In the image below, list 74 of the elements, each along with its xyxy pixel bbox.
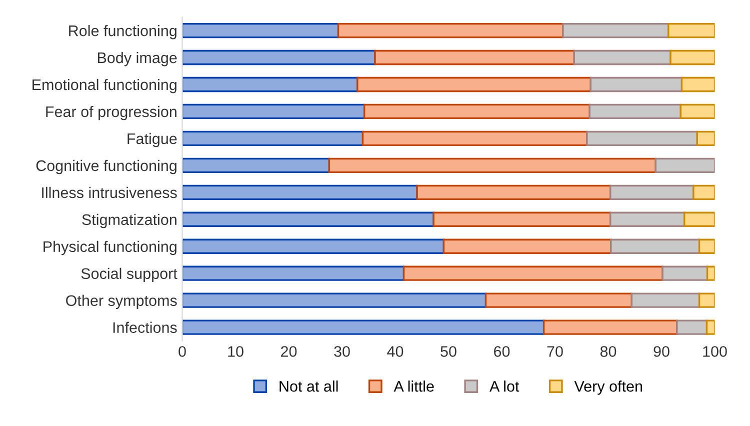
legend-label: Not at all <box>280 380 338 392</box>
bar <box>432 212 612 227</box>
x-tick-label: 40 <box>387 346 404 357</box>
bar <box>182 50 376 66</box>
bar <box>182 292 487 308</box>
bar <box>182 266 405 281</box>
bar <box>684 212 715 227</box>
bar <box>182 158 330 174</box>
y-tick-label: Other symptoms <box>66 294 177 310</box>
bar <box>364 104 590 120</box>
legend-label: Very often <box>574 380 642 395</box>
bar <box>696 130 715 146</box>
bar <box>706 320 715 335</box>
bar <box>374 50 576 66</box>
bar <box>662 266 708 281</box>
x-tick-label: 90 <box>654 346 670 357</box>
bar <box>680 76 715 92</box>
x-tick-label: 20 <box>281 346 297 357</box>
bar <box>542 320 678 335</box>
bar <box>182 130 364 146</box>
bar <box>573 50 672 66</box>
bar <box>706 266 715 281</box>
bar <box>402 266 664 281</box>
y-tick-label: Illness intrusiveness <box>42 186 177 198</box>
bar <box>698 292 715 308</box>
x-tick-label: 30 <box>334 346 350 357</box>
bar <box>442 238 612 254</box>
y-tick-label: Infections <box>113 322 177 333</box>
bar <box>610 212 686 227</box>
bar <box>182 104 366 120</box>
x-tick-label: 80 <box>600 346 616 357</box>
bar <box>182 320 545 335</box>
bar <box>680 104 715 120</box>
y-tick-label: Emotional functioning <box>32 78 176 94</box>
y-tick-label: Physical functioning <box>44 240 176 256</box>
x-tick-label: 60 <box>494 346 510 357</box>
bar <box>586 130 698 146</box>
x-tick-label: 0 <box>178 346 186 357</box>
bar <box>630 292 700 308</box>
x-tick-label: 70 <box>547 346 563 357</box>
bar <box>698 238 715 254</box>
x-tick-label: 10 <box>228 346 244 357</box>
y-tick-label: Social support <box>81 268 178 282</box>
bar <box>484 292 633 308</box>
bar <box>362 130 588 146</box>
x-tick-label: 100 <box>703 346 727 357</box>
legend-label: A lot <box>490 380 520 392</box>
bar <box>654 158 715 174</box>
bar <box>670 50 715 66</box>
bar <box>182 22 340 38</box>
bar <box>182 184 418 200</box>
bar <box>668 22 715 38</box>
bar <box>692 184 715 200</box>
y-tick-label: Fatigue <box>128 132 177 148</box>
bar <box>610 184 694 200</box>
bar <box>590 76 683 92</box>
bar <box>182 238 445 254</box>
legend-label: A little <box>394 380 434 392</box>
bar <box>416 184 612 200</box>
bar <box>328 158 656 174</box>
bar <box>676 320 708 335</box>
y-tick-label: Fear of progression <box>46 106 176 120</box>
bar <box>337 22 564 38</box>
bar <box>562 22 670 38</box>
bar <box>588 104 682 120</box>
y-tick-label: Role functioning <box>69 24 176 40</box>
bar <box>356 76 592 92</box>
x-tick-label: 50 <box>440 346 456 357</box>
y-tick-label: Stigmatization <box>82 214 176 228</box>
y-tick-label: Body image <box>98 52 177 66</box>
y-tick-label: Cognitive functioning <box>36 160 176 174</box>
bar <box>182 76 358 92</box>
bar <box>610 238 700 254</box>
bar <box>182 212 434 227</box>
